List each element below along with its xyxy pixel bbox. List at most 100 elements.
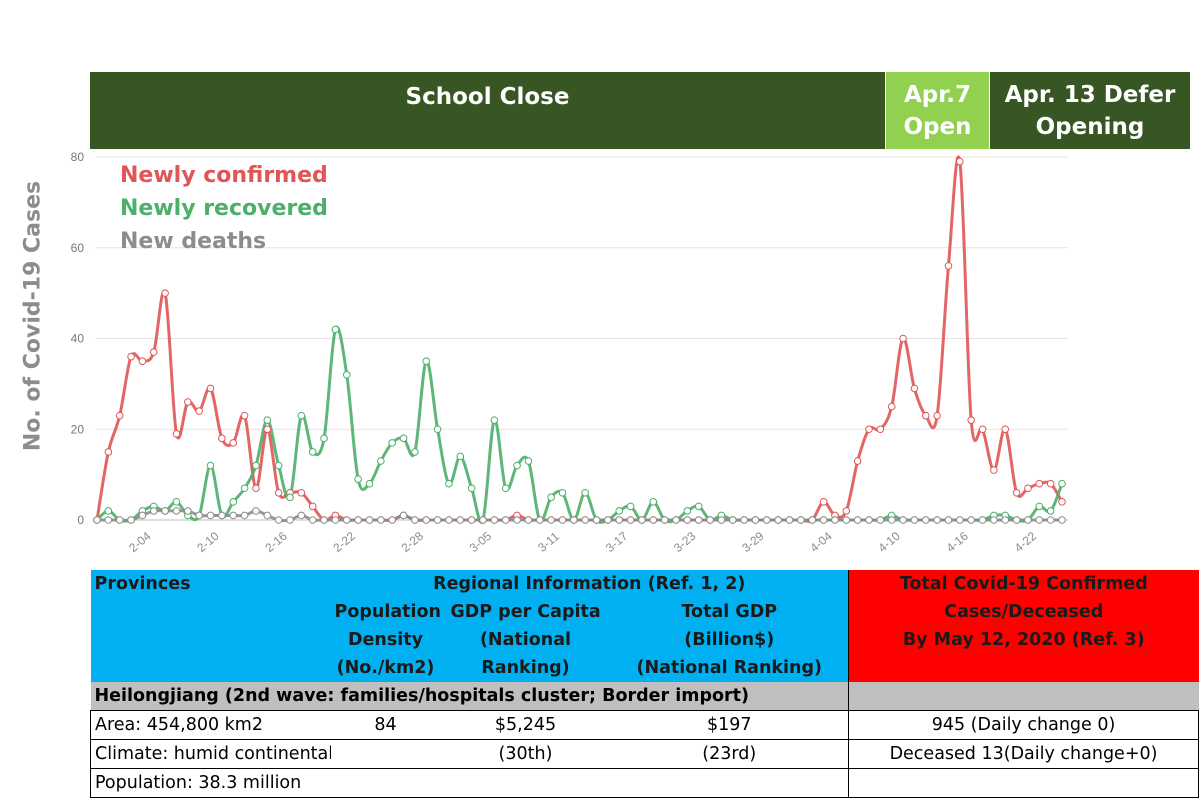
header-pop-density-line1: Population: [330, 598, 441, 626]
data-point-newly-confirmed: [138, 357, 147, 365]
data-point-newly-confirmed: [1058, 498, 1066, 506]
data-point-newly-recovered: [615, 507, 624, 515]
data-point-new-deaths: [411, 516, 419, 524]
data-point-newly-recovered: [297, 411, 306, 420]
data-point-new-deaths: [138, 511, 147, 520]
table-header-row-4: (No./km2) Ranking) (National Ranking): [90, 654, 1199, 682]
data-point-new-deaths: [899, 516, 907, 524]
data-point-newly-confirmed: [274, 488, 283, 497]
data-point-newly-recovered: [286, 493, 294, 502]
data-point-new-deaths: [274, 516, 283, 524]
y-tick-label: 40: [71, 332, 85, 346]
data-point-new-deaths: [978, 516, 987, 524]
data-point-new-deaths: [365, 516, 374, 524]
x-tick-label: 2-22: [330, 529, 358, 555]
data-point-new-deaths: [127, 516, 135, 524]
data-point-new-deaths: [388, 516, 396, 524]
data-point-newly-confirmed: [842, 507, 851, 515]
data-point-new-deaths: [808, 516, 817, 524]
data-point-new-deaths: [944, 516, 953, 524]
data-point-new-deaths: [229, 511, 238, 520]
data-point-new-deaths: [763, 516, 771, 524]
data-point-new-deaths: [252, 507, 260, 515]
data-point-new-deaths: [570, 516, 578, 524]
data-point-new-deaths: [660, 516, 669, 524]
x-tick-label: 2-04: [126, 529, 154, 555]
data-point-new-deaths: [286, 516, 294, 524]
data-point-new-deaths: [581, 516, 589, 524]
data-point-new-deaths: [853, 516, 862, 524]
data-point-new-deaths: [149, 507, 158, 515]
data-point-new-deaths: [649, 516, 658, 524]
data-point-new-deaths: [887, 516, 896, 524]
data-point-newly-recovered: [354, 475, 362, 483]
data-point-newly-recovered: [252, 461, 260, 470]
data-point-new-deaths: [615, 516, 624, 524]
data-point-newly-recovered: [501, 484, 510, 493]
data-point-newly-confirmed: [933, 411, 941, 420]
y-tick-label: 80: [71, 150, 85, 164]
data-point-newly-recovered: [399, 434, 408, 443]
data-point-new-deaths: [422, 516, 431, 524]
table-row: Population: 38.3 million: [90, 768, 1199, 798]
data-point-new-deaths: [547, 516, 555, 524]
data-point-new-deaths: [535, 516, 544, 524]
data-point-newly-recovered: [365, 479, 374, 488]
data-point-newly-recovered: [456, 452, 465, 461]
data-point-new-deaths: [1035, 516, 1044, 524]
data-point-new-deaths: [751, 516, 760, 524]
data-point-new-deaths: [683, 516, 692, 524]
x-tick-label: 3-17: [603, 529, 631, 555]
y-tick-label: 60: [71, 241, 85, 255]
data-point-new-deaths: [842, 516, 851, 524]
table-row: Area: 454,800 km2 84 $5,245 $197 945 (Da…: [90, 710, 1199, 740]
data-point-newly-recovered: [524, 457, 533, 465]
data-point-new-deaths: [819, 516, 828, 524]
data-point-new-deaths: [921, 516, 930, 524]
data-point-newly-recovered: [411, 448, 419, 456]
province-info-table: Provinces Regional Information (Ref. 1, …: [90, 570, 1199, 798]
data-point-new-deaths: [831, 516, 839, 524]
data-point-new-deaths: [1058, 516, 1066, 524]
table-group-row: Heilongjiang (2nd wave: families/hospita…: [90, 682, 1199, 711]
x-tick-label: 4-10: [875, 529, 903, 555]
data-point-new-deaths: [1001, 516, 1010, 524]
apr13-defer-label-line1: Apr. 13 Defer: [1004, 81, 1176, 108]
data-point-new-deaths: [774, 516, 782, 524]
cell-deceased: Deceased 13(Daily change+0): [848, 739, 1199, 769]
cell-pop-density: 84: [330, 710, 441, 740]
data-point-newly-confirmed: [240, 411, 249, 420]
data-point-newly-recovered: [1046, 507, 1055, 515]
header-regional-info: Regional Information (Ref. 1, 2): [330, 570, 849, 598]
data-point-new-deaths: [967, 516, 975, 524]
header-total-cases-line1: Total Covid-19 Confirmed: [848, 570, 1199, 598]
apr7-open-band: Apr.7 Open: [886, 72, 989, 149]
data-point-new-deaths: [342, 516, 351, 524]
data-point-newly-confirmed: [967, 416, 975, 424]
data-point-new-deaths: [115, 516, 124, 524]
data-point-newly-recovered: [467, 484, 476, 493]
apr7-open-label-line1: Apr.7: [903, 81, 972, 108]
data-point-new-deaths: [320, 516, 328, 524]
data-point-newly-recovered: [445, 479, 453, 488]
data-point-newly-confirmed: [1012, 488, 1021, 497]
header-provinces: Provinces: [90, 570, 331, 598]
data-point-newly-confirmed: [910, 384, 919, 393]
data-point-newly-recovered: [547, 493, 555, 502]
data-point-newly-confirmed: [297, 488, 306, 497]
data-point-newly-recovered: [626, 502, 635, 511]
data-point-newly-recovered: [433, 425, 442, 434]
y-tick-label: 0: [77, 513, 84, 527]
x-tick-label: 4-04: [807, 529, 835, 555]
data-point-newly-confirmed: [956, 157, 964, 166]
legend-newly-recovered: Newly recovered: [120, 196, 328, 221]
cell-gdp-per-capita: $5,245: [440, 710, 611, 740]
data-point-new-deaths: [93, 516, 101, 524]
table-header-row-2: Population GDP per Capita Total GDP Case…: [90, 598, 1199, 626]
data-point-new-deaths: [490, 516, 499, 524]
data-point-new-deaths: [433, 516, 442, 524]
header-total-gdp-line3: (National Ranking): [610, 654, 849, 682]
x-tick-label: 4-16: [944, 529, 972, 555]
data-point-newly-confirmed: [899, 334, 907, 343]
table-header-row-1: Provinces Regional Information (Ref. 1, …: [90, 570, 1199, 598]
